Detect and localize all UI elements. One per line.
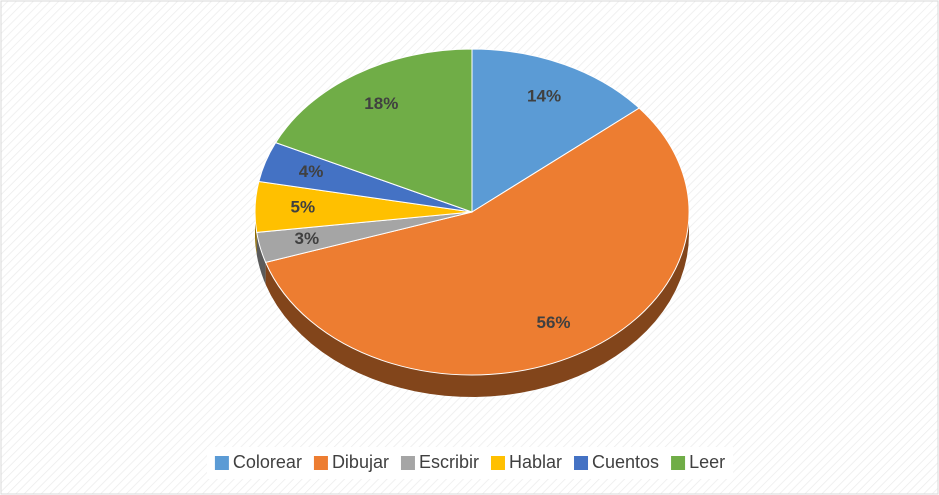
legend-label: Cuentos [592,452,659,472]
slice-side [256,232,266,285]
data-label: 5% [291,197,316,216]
legend-label: Leer [689,452,725,472]
data-labels: 14% 56% 3% 5% 4% 18% [291,86,571,331]
legend-swatch [313,456,328,470]
slice [264,107,690,376]
data-label: 56% [537,313,571,332]
data-label: 14% [527,86,561,105]
legend-swatch [490,456,505,470]
legend-swatch [671,456,686,470]
data-label: 4% [299,162,324,181]
legend-box [206,447,734,479]
legend-label: Escribir [419,452,479,472]
data-label: 18% [364,94,398,113]
legend: Colorear Dibujar Escribir Hablar Cuentos Leer [206,447,734,479]
legend-swatch [574,456,589,470]
pie-tops [254,48,690,376]
legend-label: Colorear [233,452,302,472]
slice [471,48,641,213]
legend-swatch [214,456,229,470]
slice [274,48,473,213]
legend-swatch [400,456,415,470]
legend-label: Dibujar [332,452,389,472]
legend-label: Hablar [509,452,562,472]
data-label: 3% [295,229,320,248]
